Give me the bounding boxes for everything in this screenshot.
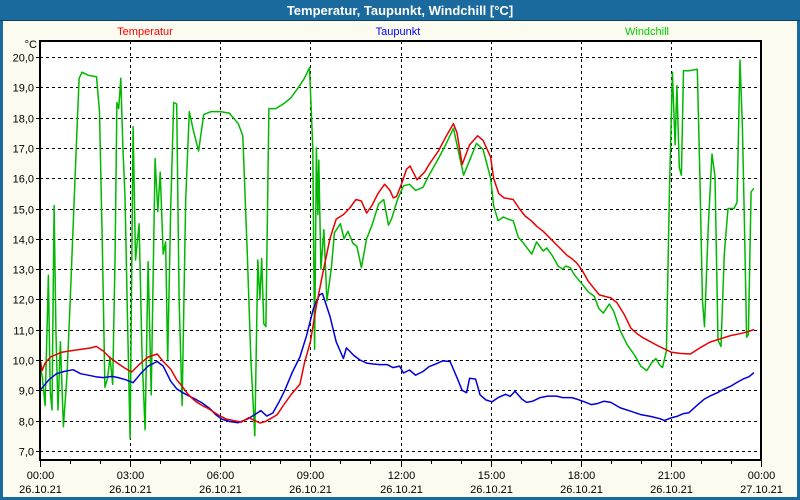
y-tick-label: 11,0 [13,326,34,338]
y-axis-unit-label: °C [25,39,37,51]
x-tick-date-label: 26.10.21 [470,484,513,496]
x-tick-date-label: 26.10.21 [380,484,423,496]
window-border-bottom [0,497,800,500]
y-tick-label: 9,0 [19,386,34,398]
window-border-left [0,21,3,500]
x-tick-time-label: 06:00 [207,470,235,482]
window-title: Temperatur, Taupunkt, Windchill [°C] [286,3,514,18]
plot-area [40,41,761,460]
series-temperatur-line [39,122,755,424]
legend-item-windchill: Windchill [624,26,670,38]
y-tick-label: 7,0 [19,447,34,459]
y-tick-label: 19,0 [13,83,34,95]
x-tick-time-label: 12:00 [388,470,416,482]
x-tick-date-label: 26.10.21 [560,484,603,496]
window-border-right [797,21,800,500]
legend-item-temperatur: Temperatur [117,26,173,38]
y-tick-label: 18,0 [13,114,34,126]
plot-frame [39,40,762,461]
y-tick-label: 17,0 [13,144,34,156]
y-tick-label: 16,0 [13,174,34,186]
x-tick-time-label: 00:00 [748,470,776,482]
x-tick-time-label: 15:00 [478,470,506,482]
x-tick-date-label: 26.10.21 [289,484,332,496]
x-tick-time-label: 18:00 [568,470,596,482]
y-tick-label: 20,0 [13,53,34,65]
y-tick-label: 10,0 [13,356,34,368]
x-tick-date-label: 26.10.21 [650,484,693,496]
y-tick-label: 8,0 [19,417,34,429]
x-tick-date-label: 26.10.21 [109,484,152,496]
series-windchill-line [39,59,755,440]
x-tick-time-label: 21:00 [658,470,686,482]
y-tick-label: 13,0 [13,265,34,277]
x-tick-date-label: 26.10.21 [199,484,242,496]
x-tick-date-label: 26.10.21 [19,484,62,496]
x-tick-time-label: 09:00 [297,470,325,482]
y-tick-label: 12,0 [13,295,34,307]
window-title-bar: Temperatur, Taupunkt, Windchill [°C] [0,0,800,21]
x-tick-time-label: 00:00 [27,470,55,482]
x-tick-time-label: 03:00 [117,470,145,482]
x-tick-date-label: 27.10.21 [740,484,783,496]
y-tick-label: 15,0 [13,205,34,217]
y-tick-label: 14,0 [13,235,34,247]
series-taupunkt-line [39,292,755,424]
legend-item-taupunkt: Taupunkt [375,26,421,38]
